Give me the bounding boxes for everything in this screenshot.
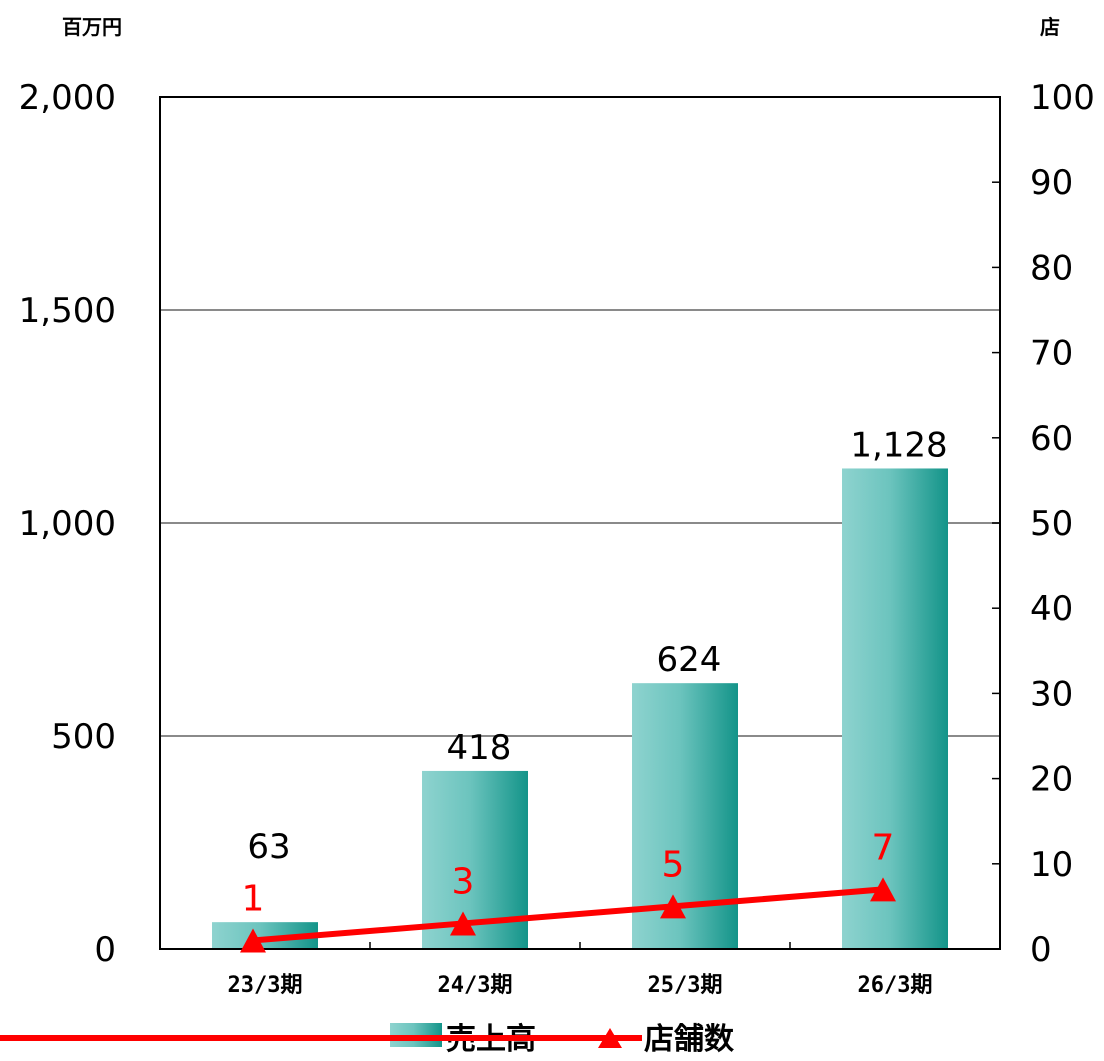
right-axis-unit: 店 xyxy=(1040,15,1060,39)
sales-bar xyxy=(842,468,948,949)
left-tick-label: 2,000 xyxy=(19,78,116,118)
right-tick-label: 90 xyxy=(1030,163,1073,203)
right-tick-label: 60 xyxy=(1030,419,1073,459)
store-count-polyline xyxy=(252,886,884,944)
sales-value-label: 418 xyxy=(447,728,512,768)
store-count-label: 5 xyxy=(662,844,685,885)
left-tick-label: 500 xyxy=(51,717,116,757)
legend: 売上高 店舗数 xyxy=(0,1022,735,1057)
right-tick-label: 80 xyxy=(1030,248,1073,288)
store-count-marker xyxy=(450,911,476,936)
store-count-marker xyxy=(240,928,266,953)
sales-value-label: 63 xyxy=(247,827,290,867)
category-label: 25/3期 xyxy=(648,973,723,998)
store-count-line xyxy=(240,877,896,953)
store-count-label: 7 xyxy=(872,827,895,868)
left-tick-label: 1,000 xyxy=(19,504,116,544)
legend-triangle-marker xyxy=(598,1028,622,1048)
right-tick-label: 50 xyxy=(1030,504,1073,544)
left-tick-label: 1,500 xyxy=(19,291,116,331)
right-tick-label: 20 xyxy=(1030,760,1073,800)
left-axis-unit: 百万円 xyxy=(62,15,122,39)
right-tick-label: 40 xyxy=(1030,589,1073,629)
left-tick-label: 0 xyxy=(94,930,116,970)
bars xyxy=(212,468,948,949)
right-tick-label: 30 xyxy=(1030,674,1073,714)
right-tick-label: 100 xyxy=(1030,78,1095,118)
store-count-marker xyxy=(870,877,896,902)
axis-ticks xyxy=(369,96,1000,950)
category-label: 26/3期 xyxy=(858,973,933,998)
store-count-label: 3 xyxy=(452,861,475,902)
right-tick-label: 0 xyxy=(1030,930,1052,970)
category-label: 23/3期 xyxy=(228,973,303,998)
store-count-marker xyxy=(660,894,686,919)
category-label: 24/3期 xyxy=(438,973,513,998)
right-tick-label: 70 xyxy=(1030,334,1073,374)
legend-stores-label: 店舗数 xyxy=(644,1022,735,1057)
sales-value-label: 624 xyxy=(657,640,722,680)
labels: 0 500 1,000 1,500 2,000 0 10 20 30 40 50 60 70 80 90 10… xyxy=(19,78,1095,998)
store-count-label: 1 xyxy=(242,878,265,919)
right-tick-label: 10 xyxy=(1030,845,1073,885)
sales-value-label: 1,128 xyxy=(850,425,947,465)
